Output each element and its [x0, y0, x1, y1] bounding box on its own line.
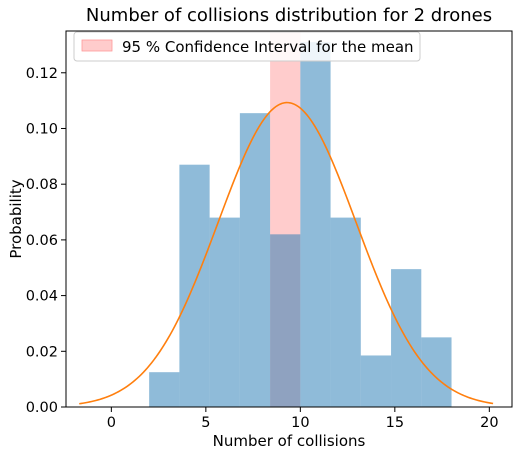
x-tick-label: 20: [480, 415, 498, 431]
histogram-bar: [209, 217, 240, 407]
histogram-bar: [179, 164, 210, 407]
x-tick-label: 0: [107, 415, 116, 431]
histogram-bar: [421, 337, 452, 407]
chart-title: Number of collisions distribution for 2 …: [86, 5, 492, 26]
y-tick-label: 0.04: [26, 289, 58, 305]
histogram-bar: [239, 113, 271, 407]
y-tick-label: 0.00: [26, 400, 58, 416]
histogram-bar: [330, 217, 361, 407]
y-axis-label: Probability: [7, 179, 25, 258]
y-tick-label: 0.10: [26, 121, 58, 137]
histogram-bar: [149, 372, 180, 407]
x-tick-label: 5: [201, 415, 210, 431]
legend-swatch-confidence-interval: [81, 39, 113, 52]
x-tick-label: 15: [386, 415, 404, 431]
normal-fit-curve: [79, 101, 494, 405]
plot-frame: [65, 30, 513, 408]
legend-frame: [73, 31, 421, 62]
y-tick-label: 0.12: [26, 66, 58, 82]
x-tick-label: 10: [291, 415, 309, 431]
y-tick-label: 0.06: [26, 233, 58, 249]
histogram-bar: [300, 42, 331, 407]
plot-area: 0 5 10 15 20 0.00 0.02 0.04 0.06 0.08 0.10 0.12: [26, 30, 513, 431]
legend: 95 % Confidence Interval for the mean: [73, 31, 421, 62]
legend-label-confidence-interval: 95 % Confidence Interval for the mean: [122, 38, 414, 56]
histogram-bar: [270, 234, 301, 407]
x-axis-label: Number of collisions: [213, 432, 366, 450]
y-tick-label: 0.02: [26, 344, 58, 360]
y-tick-label: 0.08: [26, 177, 58, 193]
histogram-bar: [360, 355, 392, 407]
